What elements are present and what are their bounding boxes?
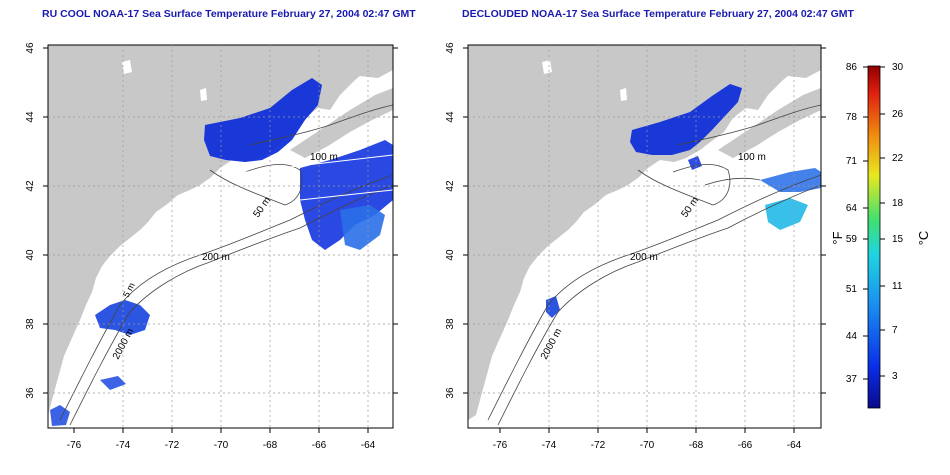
colorbar-f-label: 37 (846, 374, 858, 385)
left-inland-water (122, 60, 132, 74)
colorbar-c-label: 22 (892, 153, 904, 164)
colorbar-f-label: 71 (846, 156, 858, 167)
left-xtick-label: -76 (67, 440, 82, 451)
left-xtick-label: -68 (263, 440, 278, 451)
left-right-ticks (393, 47, 398, 394)
left-ytick-label: 44 (25, 111, 36, 123)
left-contour-line (69, 184, 393, 426)
right-xtick-label: -64 (787, 440, 802, 451)
colorbar-unit-fahrenheit: °F (830, 231, 845, 244)
colorbar-f-label: 51 (846, 284, 858, 295)
left-land-mass (48, 45, 393, 415)
right-contour-line (677, 104, 821, 146)
right-ytick-label: 44 (445, 111, 456, 123)
right-xtick-label: -74 (542, 440, 557, 451)
right-xtick-label: -72 (591, 440, 606, 451)
right-right-ticks (821, 47, 826, 394)
left-land-island (340, 52, 393, 78)
left-map-panel: 100 m 50 m 200 m 2000 m 5 m -76 -74 -72 … (25, 42, 398, 451)
right-sst-patch-shelf (765, 198, 808, 230)
right-ytick-label: 42 (445, 180, 456, 192)
left-sst-patch-midatlantic (95, 300, 150, 335)
colorbar-c-label: 11 (892, 281, 903, 292)
right-chesapeake (523, 296, 532, 345)
colorbar-f-label: 64 (846, 203, 858, 214)
left-xtick-label: -66 (312, 440, 327, 451)
left-ytick-label: 42 (25, 180, 36, 192)
left-contour-label-200m: 200 m (202, 252, 230, 263)
right-xtick-label: -76 (493, 440, 508, 451)
colorbar-f-label: 78 (846, 112, 858, 123)
right-xtick-label: -68 (689, 440, 704, 451)
left-ytick-label: 38 (25, 318, 36, 330)
colorbar-f-label: 44 (846, 331, 858, 342)
colorbar-c-label: 18 (892, 198, 904, 209)
left-xtick-label: -72 (165, 440, 180, 451)
left-ytick-label: 40 (25, 249, 36, 261)
colorbar-f-label: 59 (846, 234, 858, 245)
colorbar-f-label: 86 (846, 62, 858, 73)
left-contour-line (219, 154, 393, 176)
right-map-panel: 100 m 50 m 200 m 2000 m -76 -74 -72 -70 … (445, 42, 826, 451)
right-contour-line (704, 177, 761, 186)
right-contour-line (497, 184, 821, 426)
colorbar: 86 78 71 64 59 51 44 37 30 26 22 18 15 1… (830, 62, 931, 409)
right-xtick-label: -66 (738, 440, 753, 451)
right-ytick-label: 46 (445, 42, 456, 54)
left-contour-line (249, 104, 393, 146)
colorbar-c-label: 7 (892, 325, 898, 336)
right-inland-water (620, 88, 627, 101)
colorbar-c-label: 30 (892, 62, 904, 73)
right-sst-patch-midatlantic (546, 296, 560, 318)
right-land-mass (468, 45, 821, 420)
left-inland-water (200, 88, 207, 101)
colorbar-c-label: 15 (892, 234, 904, 245)
left-y-axis: 46 44 42 40 38 36 (25, 42, 48, 399)
left-nova-scotia (290, 88, 393, 158)
right-contour-label-100m: 100 m (738, 152, 766, 163)
colorbar-c-labels: 30 26 22 18 15 11 7 3 (892, 62, 904, 382)
right-contour-line (637, 163, 731, 206)
colorbar-f-labels: 86 78 71 64 59 51 44 37 (846, 62, 858, 385)
right-inland-water (542, 60, 552, 74)
right-sst-patch-gulf-of-maine (630, 84, 742, 155)
right-ytick-label: 36 (445, 387, 456, 399)
right-nova-scotia (718, 88, 821, 158)
right-map-title: DECLOUDED NOAA-17 Sea Surface Temperatur… (462, 8, 854, 20)
colorbar-c-label: 3 (892, 371, 898, 382)
left-sst-patch-shelf (340, 205, 385, 250)
left-map-title: RU COOL NOAA-17 Sea Surface Temperature … (42, 8, 416, 20)
right-contour-label-200m: 200 m (630, 252, 658, 263)
right-ytick-label: 38 (445, 318, 456, 330)
right-contour-line (487, 174, 821, 421)
left-gridlines (48, 45, 393, 428)
left-ytick-label: 36 (25, 387, 36, 399)
right-sst-patch-georges (760, 168, 821, 192)
colorbar-ticks (863, 66, 885, 380)
left-xtick-label: -70 (214, 440, 229, 451)
left-xtick-label: -64 (361, 440, 376, 451)
left-sst-patch-gulf-of-maine (204, 78, 322, 162)
colorbar-unit-celsius: °C (916, 231, 931, 246)
right-x-axis: -76 -74 -72 -70 -68 -66 -64 (493, 428, 802, 451)
right-gridlines (468, 45, 821, 428)
left-sst-patch-small (100, 376, 126, 390)
left-contour-label-100m: 100 m (310, 152, 338, 163)
right-land-island (768, 52, 821, 78)
left-xtick-label: -74 (116, 440, 131, 451)
left-contour-line (209, 163, 303, 206)
right-ytick-label: 40 (445, 249, 456, 261)
left-contour-line (299, 189, 393, 201)
left-x-axis: -76 -74 -72 -70 -68 -66 -64 (67, 428, 376, 451)
right-map-frame (467, 44, 822, 429)
left-ytick-label: 46 (25, 42, 36, 54)
right-xtick-label: -70 (640, 440, 655, 451)
colorbar-gradient (867, 65, 881, 409)
colorbar-c-label: 26 (892, 109, 904, 120)
right-y-axis: 46 44 42 40 38 36 (445, 42, 468, 399)
